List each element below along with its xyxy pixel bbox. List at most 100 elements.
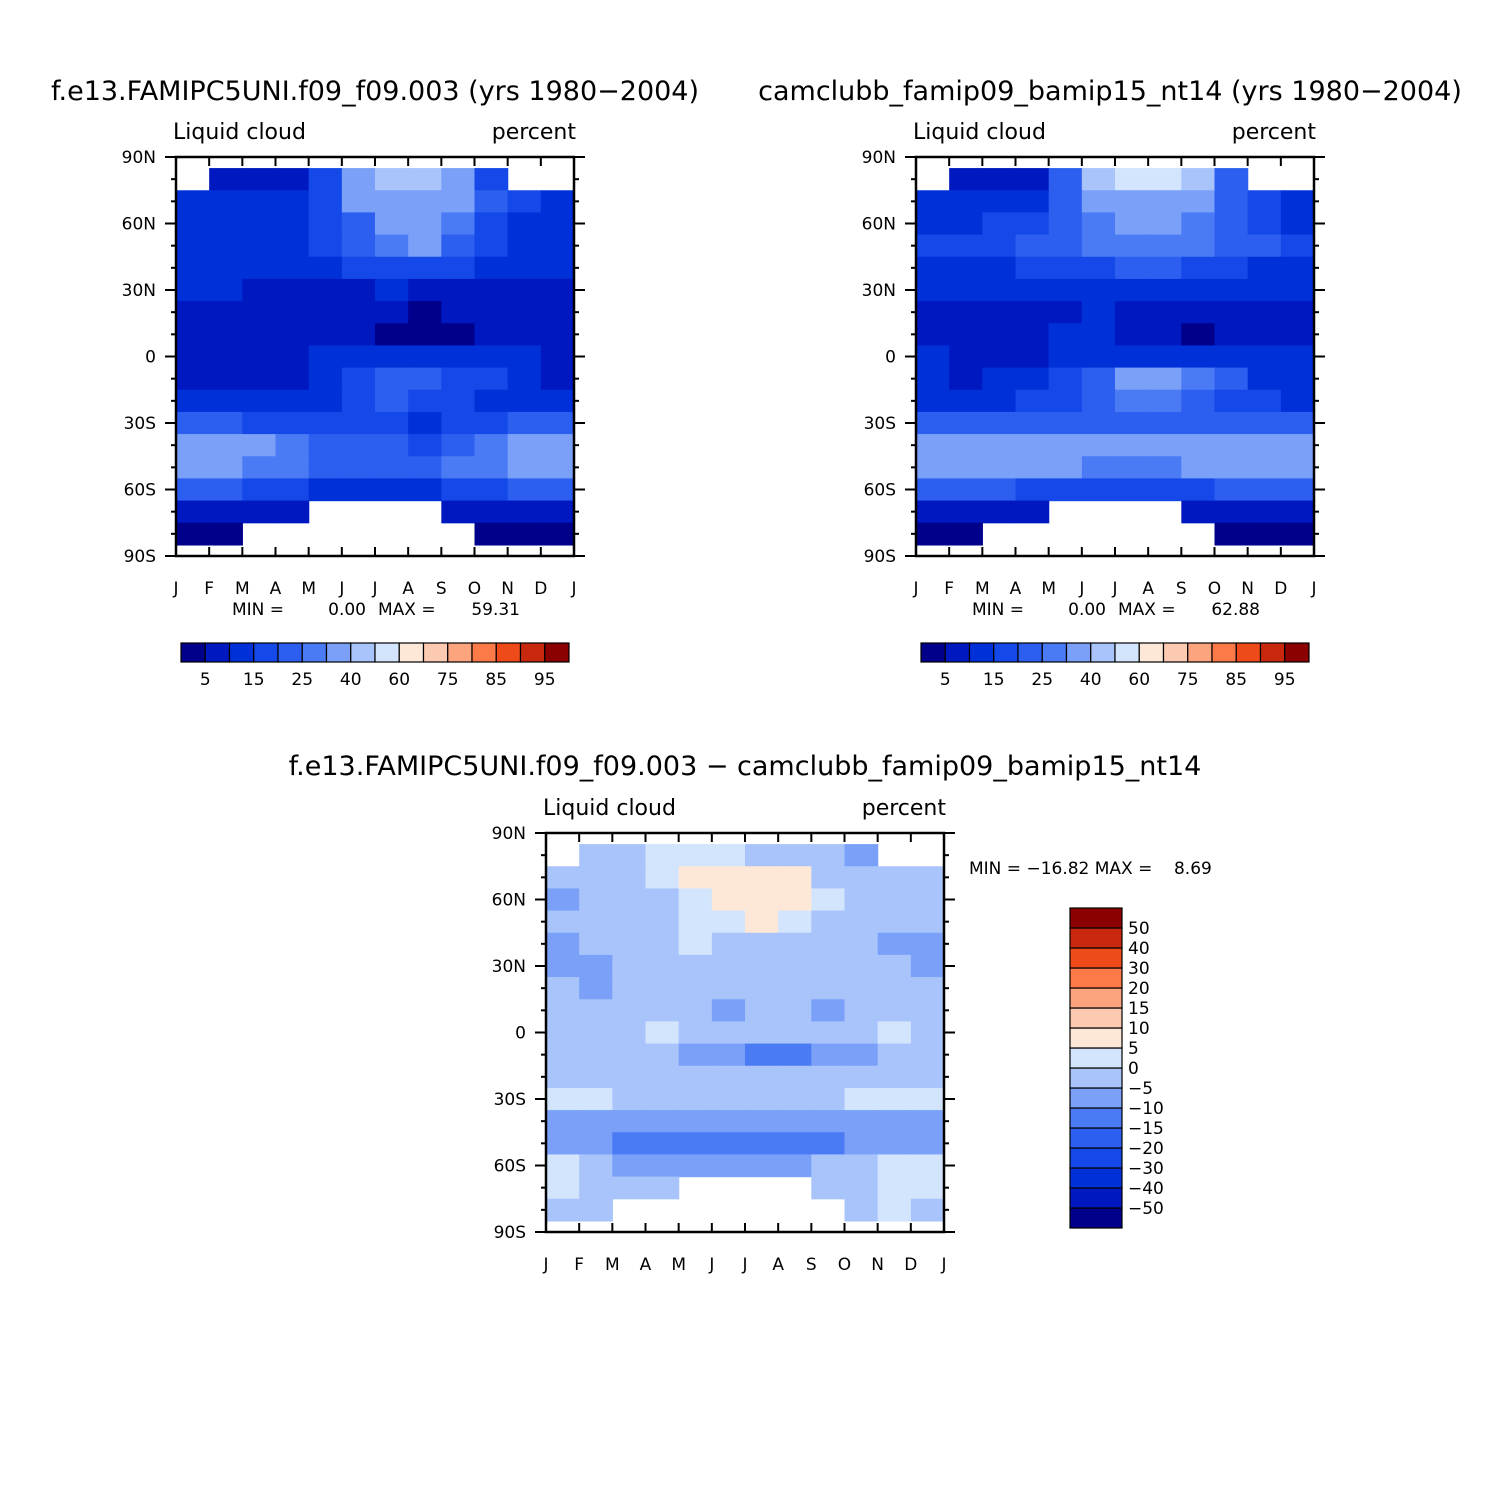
- heatmap-cell: [579, 977, 613, 1000]
- heatmap-cell: [1048, 434, 1083, 457]
- panel-3: f.e13.FAMIPC5UNI.f09_f09.003 − camclubb_…: [289, 751, 1212, 1275]
- heatmap-cell: [1048, 323, 1083, 347]
- heatmap-cell: [982, 478, 1017, 502]
- heatmap-cell: [1115, 345, 1149, 369]
- heatmap-cell: [375, 190, 409, 214]
- y-tick-label: 90N: [492, 824, 526, 844]
- heatmap-cell: [1115, 168, 1149, 191]
- heatmap-cell: [441, 434, 476, 457]
- heatmap-cell: [579, 1087, 613, 1111]
- heatmap-cell: [1081, 256, 1116, 280]
- heatmap-cell: [745, 844, 779, 867]
- heatmap-cell: [982, 212, 1017, 236]
- heatmap-cell: [678, 866, 713, 890]
- heatmap-cell: [546, 888, 580, 912]
- heatmap-cell: [341, 411, 376, 435]
- heatmap-cell: [1280, 234, 1314, 258]
- heatmap-cell: [778, 1065, 812, 1089]
- heatmap-cell: [1081, 234, 1116, 258]
- x-tick-label: F: [574, 1255, 584, 1275]
- heatmap-cell: [877, 1176, 912, 1200]
- heatmap-cell: [242, 168, 277, 191]
- heatmap-cell: [308, 367, 343, 391]
- heatmap-cell: [275, 456, 310, 480]
- heatmap-cell: [341, 456, 376, 480]
- heatmap-cell: [546, 1154, 580, 1178]
- heatmap-cell: [242, 190, 277, 214]
- heatmap-cell: [540, 234, 574, 258]
- heatmap-cell: [275, 212, 310, 236]
- y-tick-label: 60N: [492, 891, 526, 911]
- heatmap-cell: [1015, 478, 1050, 502]
- heatmap-cell: [1280, 500, 1314, 524]
- panel-2-max-label: MAX =: [1118, 600, 1176, 620]
- colorbar-label: 85: [1225, 670, 1247, 690]
- heatmap-cell: [1214, 212, 1249, 236]
- heatmap-cell: [1247, 323, 1282, 347]
- heatmap-cell: [375, 234, 409, 258]
- panel-2-heatmap: [916, 157, 1314, 556]
- heatmap-cell: [507, 323, 542, 347]
- colorbar-swatch: [1162, 642, 1189, 663]
- heatmap-cell: [745, 888, 779, 912]
- x-tick-label: J: [741, 1255, 747, 1275]
- colorbar-label: 25: [1031, 670, 1053, 690]
- heatmap-cell: [242, 500, 277, 524]
- heatmap-cell: [209, 301, 243, 324]
- heatmap-cell: [910, 866, 944, 890]
- heatmap-cell: [1115, 190, 1149, 214]
- heatmap-cell: [1247, 389, 1282, 413]
- heatmap-cell: [546, 1176, 580, 1200]
- heatmap-cell: [341, 367, 376, 391]
- y-tick-label: 0: [885, 348, 896, 368]
- heatmap-cell: [507, 345, 542, 369]
- heatmap-cell: [341, 234, 376, 258]
- heatmap-cell: [916, 367, 950, 391]
- heatmap-cell: [1081, 168, 1116, 191]
- heatmap-cell: [209, 478, 243, 502]
- heatmap-cell: [1015, 389, 1050, 413]
- heatmap-cell: [910, 910, 944, 934]
- heatmap-cell: [176, 411, 210, 435]
- x-tick-label: N: [501, 579, 514, 599]
- heatmap-cell: [408, 190, 442, 214]
- heatmap-cell: [441, 256, 476, 280]
- heatmap-cell: [1247, 278, 1282, 302]
- colorbar-label: 40: [1080, 670, 1102, 690]
- heatmap-cell: [1214, 345, 1249, 369]
- heatmap-cell: [1214, 389, 1249, 413]
- heatmap-cell: [1015, 434, 1050, 457]
- panel-2-max-value: 62.88: [1211, 600, 1260, 620]
- heatmap-cell: [1214, 301, 1249, 324]
- x-tick-label: J: [708, 1255, 714, 1275]
- heatmap-cell: [308, 190, 343, 214]
- heatmap-cell: [1214, 478, 1249, 502]
- colorbar-label: 15: [983, 670, 1005, 690]
- colorbar-label: −20: [1128, 1139, 1164, 1159]
- heatmap-cell: [811, 1043, 846, 1067]
- panel-1: f.e13.FAMIPC5UNI.f09_f09.003 (yrs 1980−2…: [51, 76, 699, 690]
- colorbar-label: −5: [1128, 1079, 1153, 1099]
- heatmap-cell: [1214, 500, 1249, 524]
- heatmap-cell: [910, 1176, 944, 1200]
- heatmap-cell: [645, 977, 680, 1000]
- heatmap-cell: [1247, 234, 1282, 258]
- y-tick-label: 90S: [124, 547, 156, 567]
- heatmap-cell: [1148, 168, 1182, 191]
- colorbar-label: 5: [1128, 1039, 1139, 1059]
- heatmap-cell: [474, 278, 509, 302]
- heatmap-cell: [441, 323, 476, 347]
- heatmap-cell: [844, 1021, 879, 1045]
- heatmap-cell: [645, 932, 680, 956]
- heatmap-cell: [678, 910, 713, 934]
- panel-3-subtitle-right: percent: [862, 796, 947, 821]
- heatmap-cell: [1247, 367, 1282, 391]
- panel-1-subtitle-right: percent: [492, 120, 577, 145]
- colorbar-label: 50: [1128, 919, 1150, 939]
- x-tick-label: N: [871, 1255, 884, 1275]
- x-tick-label: A: [772, 1255, 784, 1275]
- heatmap-cell: [645, 866, 680, 890]
- heatmap-cell: [546, 1198, 580, 1222]
